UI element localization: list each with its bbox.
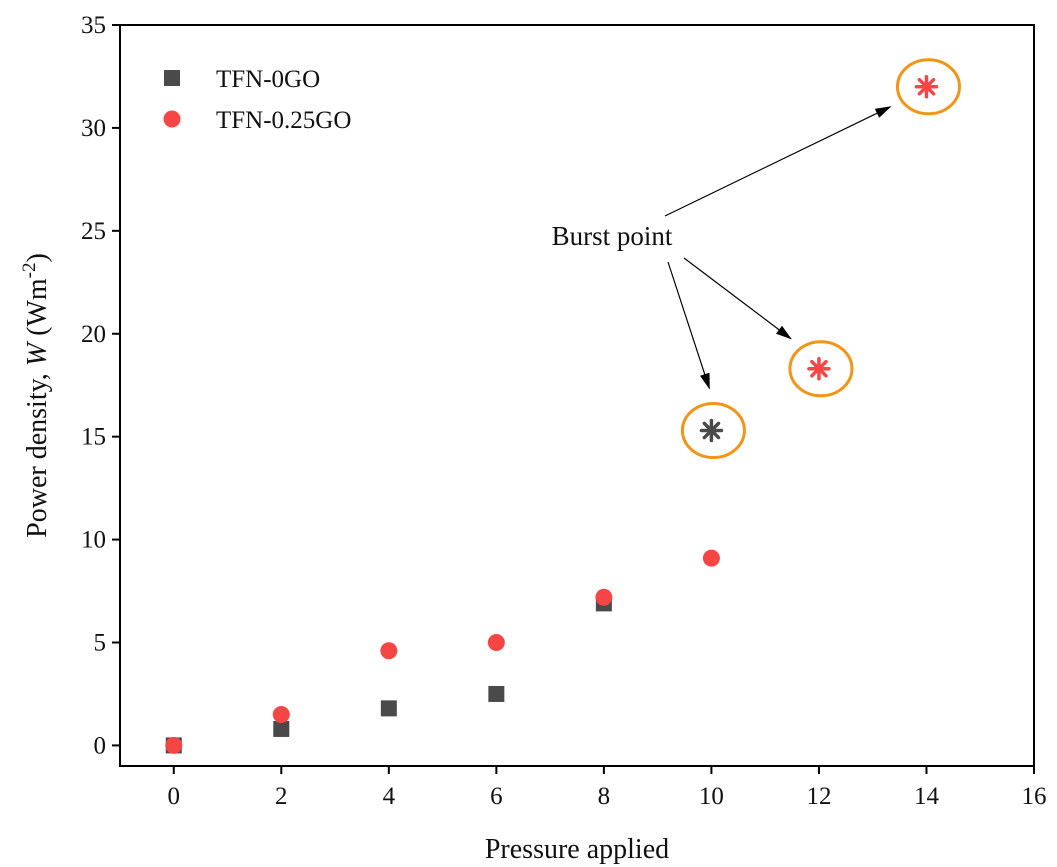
- legend: TFN-0GO TFN-0.25GO: [163, 66, 351, 134]
- x-tick-label: 10: [699, 783, 724, 810]
- x-tick-label: 0: [168, 783, 181, 810]
- tfn-025go-point: [487, 634, 505, 651]
- tfn-025go-point: [702, 549, 720, 567]
- tfn-025go-point: [272, 706, 290, 724]
- burst-star-stroke: [917, 77, 936, 96]
- tfn-025go-burst-point: [807, 356, 831, 381]
- legend-marker-tfn-0go: [164, 70, 180, 86]
- y-axis-label-prefix: Power density,: [22, 366, 53, 538]
- y-tick-label: 10: [81, 527, 106, 554]
- burst-point-arrow: [683, 257, 792, 340]
- tfn-025go-point: [380, 642, 398, 660]
- y-axis-label-close: ): [22, 253, 53, 262]
- burst-point-label: Burst point: [552, 221, 673, 251]
- legend-label: TFN-0GO: [216, 66, 320, 93]
- burst-highlight-circle: [895, 58, 961, 116]
- y-axis-label: Power density, W (Wm-2): [19, 253, 53, 538]
- burst-point-annotation: Burst point: [552, 106, 892, 390]
- burst-star-stroke: [810, 359, 828, 378]
- tfn-0go-point: [488, 685, 505, 702]
- y-tick-label: 0: [94, 732, 107, 759]
- x-tick-label: 8: [598, 783, 611, 810]
- y-tick-label: 20: [81, 321, 106, 348]
- legend-label: TFN-0.25GO: [216, 107, 351, 134]
- y-tick-label: 5: [94, 630, 107, 657]
- tfn-0go-point: [273, 720, 290, 737]
- legend-marker-tfn-025go: [163, 110, 181, 128]
- tfn-025go-point: [165, 736, 183, 754]
- y-tick-label: 25: [81, 218, 106, 245]
- x-tick-label: 12: [806, 783, 831, 810]
- y-tick-label: 30: [81, 115, 106, 142]
- y-tick-label: 35: [81, 12, 106, 39]
- y-axis-ticks: 0 5 10 15 20 25 30 35: [81, 12, 120, 759]
- x-tick-label: 6: [490, 783, 503, 810]
- plot-frame: [119, 24, 1035, 767]
- burst-highlight-circle: [788, 340, 854, 398]
- burst-point-arrow: [667, 261, 710, 390]
- x-tick-label: 14: [914, 783, 940, 810]
- y-axis-label-unit: (Wm: [22, 278, 53, 343]
- burst-star-stroke: [702, 421, 721, 440]
- y-tick-label: 15: [81, 424, 106, 451]
- tfn-025go-burst-point: [914, 75, 939, 99]
- x-tick-label: 4: [383, 783, 396, 810]
- tfn-0go-point: [380, 700, 397, 717]
- x-tick-label: 16: [1022, 783, 1047, 810]
- tfn-0go-burst-point: [699, 418, 724, 443]
- tfn-025go-point: [595, 588, 613, 606]
- data-points: [165, 58, 961, 754]
- x-axis-label: Pressure applied: [485, 834, 669, 865]
- burst-point-arrow: [664, 106, 892, 217]
- burst-highlight-circle: [680, 401, 746, 459]
- y-axis-label-superscript: -2: [19, 263, 40, 279]
- x-axis-ticks: 0 2 4 6 8 10 12 14 16: [168, 766, 1047, 810]
- y-axis-label-symbol: W: [22, 340, 53, 366]
- x-tick-label: 2: [275, 783, 288, 810]
